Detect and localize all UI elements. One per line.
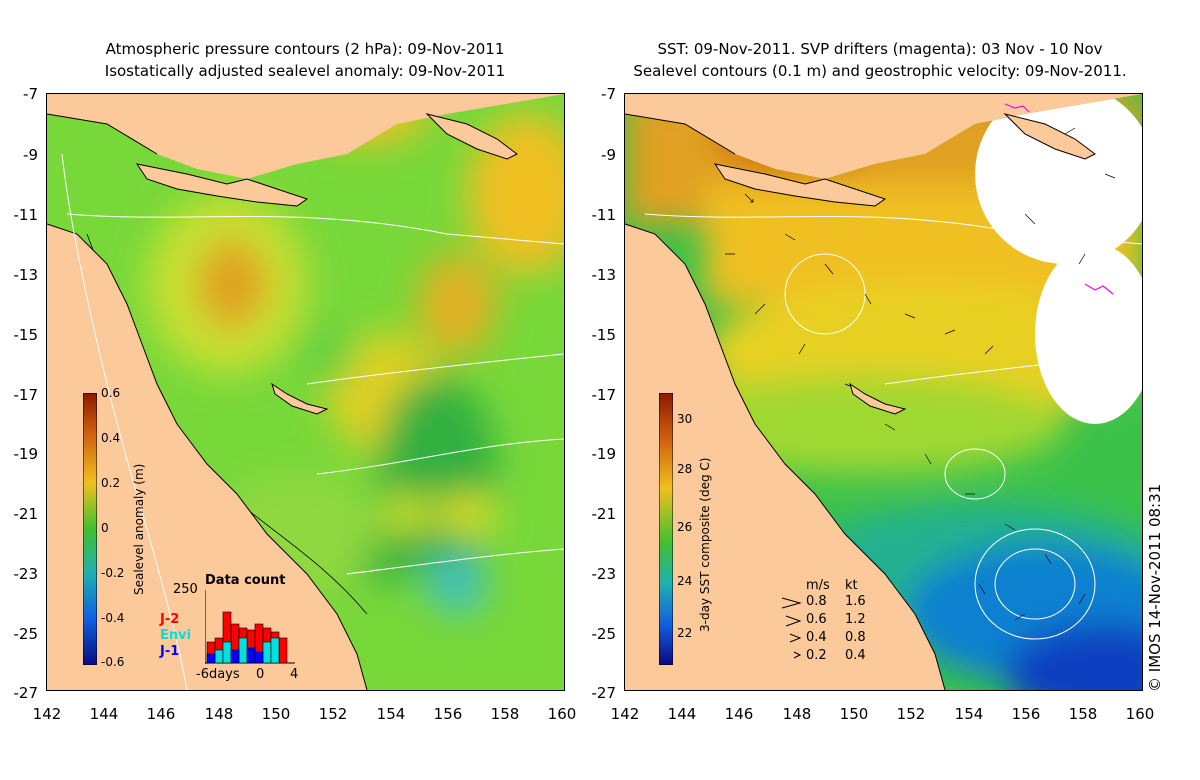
data-count-histogram [205, 590, 295, 664]
data-count-ymax: 250 [173, 582, 198, 597]
left-xtick: 146 [146, 705, 176, 723]
left-ytick: -17 [13, 386, 39, 404]
colorbar-tick-0.6: 0.6 [101, 386, 121, 400]
legend-j2: J-2 [160, 612, 180, 627]
velocity-row-ms-1: 0.6 [806, 612, 827, 627]
left-xtick: 154 [376, 705, 406, 723]
left-xtick: 142 [32, 705, 62, 723]
left-title-line2: Isostatically adjusted sealevel anomaly:… [104, 62, 506, 80]
colorbar-tick-neg0.2: -0.2 [101, 566, 125, 580]
sst-map [625, 94, 1142, 690]
sst-tick-26: 26 [677, 520, 693, 534]
colorbar-tick-0: 0 [101, 521, 109, 535]
left-xtick: 148 [204, 705, 234, 723]
left-xtick: 150 [261, 705, 291, 723]
right-xtick: 158 [1068, 705, 1098, 723]
legend-j1: J-1 [160, 644, 180, 659]
imos-credit: © IMOS 14-Nov-2011 08:31 [1146, 483, 1164, 692]
left-title-line1: Atmospheric pressure contours (2 hPa): 0… [105, 40, 505, 58]
data-count-xlabel-left: -6days [196, 667, 240, 682]
right-ytick: -23 [591, 565, 617, 583]
velocity-row-ms-2: 0.4 [806, 630, 827, 645]
velocity-legend-header-kt: kt [845, 578, 858, 593]
velocity-row-ms-0: 0.8 [806, 594, 827, 609]
right-xtick: 150 [839, 705, 869, 723]
sst-colorbar [659, 393, 673, 665]
left-ytick: -19 [13, 445, 39, 463]
velocity-arrow-icons [781, 597, 802, 659]
right-ytick: -7 [601, 85, 616, 103]
left-xtick: 152 [318, 705, 348, 723]
left-xtick: 156 [433, 705, 463, 723]
right-ytick: -9 [601, 146, 616, 164]
left-ytick: -23 [13, 565, 39, 583]
right-ytick: -21 [591, 505, 617, 523]
left-xtick: 160 [547, 705, 577, 723]
right-ytick: -25 [591, 625, 617, 643]
colorbar-tick-neg0.4: -0.4 [101, 611, 125, 625]
left-xtick: 158 [490, 705, 520, 723]
velocity-row-kt-3: 0.4 [845, 648, 866, 663]
sst-tick-30: 30 [677, 412, 693, 426]
left-ytick: -13 [13, 266, 39, 284]
right-ytick: -27 [591, 684, 617, 702]
right-xtick: 152 [896, 705, 926, 723]
right-xtick: 156 [1011, 705, 1041, 723]
left-ytick: -11 [13, 206, 39, 224]
right-title-line1: SST: 09-Nov-2011. SVP drifters (magenta)… [657, 40, 1103, 58]
sst-tick-24: 24 [677, 574, 693, 588]
right-ytick: -13 [591, 266, 617, 284]
right-xtick: 144 [667, 705, 697, 723]
right-map-panel [624, 93, 1143, 691]
legend-envi: Envi [160, 628, 192, 643]
right-ytick: -11 [591, 206, 617, 224]
data-count-xlabel-mid: 0 [256, 667, 265, 682]
right-xtick: 148 [782, 705, 812, 723]
colorbar-tick-neg0.6: -0.6 [101, 655, 125, 669]
right-ytick: -19 [591, 445, 617, 463]
right-xtick: 146 [724, 705, 754, 723]
data-count-xlabel-right: 4 [290, 667, 299, 682]
velocity-row-kt-2: 0.8 [845, 630, 866, 645]
colorbar-tick-0.2: 0.2 [101, 476, 121, 490]
velocity-row-kt-0: 1.6 [845, 594, 866, 609]
left-ytick: -27 [13, 684, 39, 702]
sst-tick-22: 22 [677, 626, 693, 640]
colorbar-tick-0.4: 0.4 [101, 431, 121, 445]
data-count-title: Data count [205, 573, 286, 588]
velocity-legend-header-ms: m/s [806, 578, 830, 593]
left-map-panel [46, 93, 565, 691]
left-ytick: -25 [13, 625, 39, 643]
velocity-row-ms-3: 0.2 [806, 648, 827, 663]
left-xtick: 144 [89, 705, 119, 723]
sst-colorbar-label: 3-day SST composite (deg C) [698, 457, 712, 632]
right-title-line2: Sealevel contours (0.1 m) and geostrophi… [633, 62, 1127, 80]
right-ytick: -17 [591, 386, 617, 404]
sealevel-anomaly-map [47, 94, 564, 690]
left-ytick: -7 [23, 85, 38, 103]
right-xtick: 154 [954, 705, 984, 723]
right-ytick: -15 [591, 326, 617, 344]
right-xtick: 142 [610, 705, 640, 723]
sealevel-colorbar-label: Sealevel anomaly (m) [132, 463, 146, 595]
sealevel-colorbar [83, 393, 97, 665]
left-ytick: -21 [13, 505, 39, 523]
right-xtick: 160 [1125, 705, 1155, 723]
left-ytick: -15 [13, 326, 39, 344]
left-ytick: -9 [23, 146, 38, 164]
sst-tick-28: 28 [677, 462, 693, 476]
velocity-row-kt-1: 1.2 [845, 612, 866, 627]
